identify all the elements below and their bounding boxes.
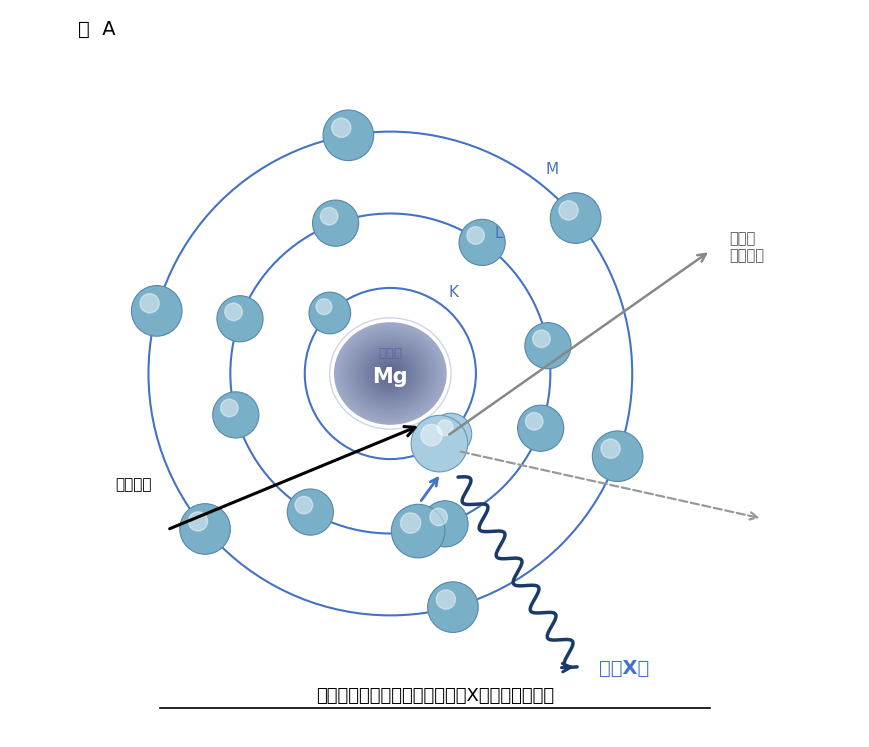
Circle shape: [320, 208, 337, 225]
Text: L: L: [494, 226, 503, 241]
Circle shape: [558, 201, 578, 220]
Circle shape: [550, 193, 600, 244]
Text: 図  A: 図 A: [77, 20, 116, 39]
Ellipse shape: [379, 363, 401, 384]
Ellipse shape: [370, 356, 410, 391]
Circle shape: [308, 292, 350, 334]
Circle shape: [428, 582, 478, 633]
Ellipse shape: [342, 329, 438, 418]
Ellipse shape: [336, 324, 444, 423]
Ellipse shape: [343, 331, 436, 416]
Circle shape: [391, 504, 444, 558]
Circle shape: [312, 200, 358, 247]
Ellipse shape: [377, 362, 403, 385]
Circle shape: [429, 508, 447, 526]
Circle shape: [295, 497, 312, 514]
Circle shape: [421, 424, 441, 446]
Circle shape: [221, 399, 238, 417]
Text: 原子核: 原子核: [378, 347, 401, 360]
Circle shape: [436, 420, 453, 436]
Ellipse shape: [364, 350, 415, 397]
Circle shape: [224, 303, 242, 320]
Text: 非弾性
散乱電子: 非弾性 散乱電子: [728, 231, 763, 263]
Ellipse shape: [348, 336, 431, 411]
Ellipse shape: [335, 323, 446, 424]
Text: M: M: [545, 162, 558, 177]
Ellipse shape: [338, 326, 442, 421]
Text: Mg: Mg: [372, 368, 408, 387]
Circle shape: [524, 323, 570, 369]
Ellipse shape: [347, 334, 433, 413]
Ellipse shape: [345, 332, 434, 415]
Circle shape: [435, 590, 455, 609]
Circle shape: [322, 110, 373, 161]
Circle shape: [532, 330, 549, 347]
Circle shape: [411, 415, 468, 472]
Ellipse shape: [359, 346, 421, 401]
Ellipse shape: [357, 344, 422, 403]
Circle shape: [216, 296, 262, 342]
Ellipse shape: [374, 359, 407, 388]
Ellipse shape: [352, 339, 428, 408]
Ellipse shape: [381, 365, 400, 382]
Ellipse shape: [372, 357, 408, 390]
Circle shape: [213, 392, 259, 438]
Circle shape: [600, 439, 620, 458]
Circle shape: [287, 489, 333, 535]
Ellipse shape: [340, 328, 441, 419]
Ellipse shape: [386, 370, 394, 377]
Circle shape: [180, 503, 230, 554]
Ellipse shape: [375, 360, 405, 387]
Ellipse shape: [361, 347, 419, 400]
Text: 特性X線: 特性X線: [599, 660, 649, 678]
Ellipse shape: [362, 349, 417, 398]
Text: 入射電子: 入射電子: [116, 477, 152, 492]
Circle shape: [592, 431, 642, 482]
Ellipse shape: [368, 353, 412, 394]
Circle shape: [315, 299, 332, 314]
Circle shape: [459, 220, 505, 265]
Circle shape: [421, 500, 468, 547]
Text: マグネシウム原子における特性X線発生の模式図: マグネシウム原子における特性X線発生の模式図: [315, 686, 554, 704]
Ellipse shape: [384, 368, 395, 379]
Circle shape: [400, 513, 421, 533]
Text: K: K: [448, 285, 459, 300]
Ellipse shape: [350, 338, 429, 409]
Circle shape: [517, 405, 563, 451]
Ellipse shape: [366, 352, 414, 395]
Circle shape: [467, 227, 484, 244]
Circle shape: [189, 512, 208, 531]
Circle shape: [140, 294, 159, 313]
Ellipse shape: [382, 367, 397, 380]
Circle shape: [429, 413, 471, 455]
Ellipse shape: [355, 342, 424, 405]
Circle shape: [331, 118, 350, 137]
Ellipse shape: [354, 341, 426, 406]
Circle shape: [131, 285, 182, 336]
Circle shape: [525, 412, 542, 430]
